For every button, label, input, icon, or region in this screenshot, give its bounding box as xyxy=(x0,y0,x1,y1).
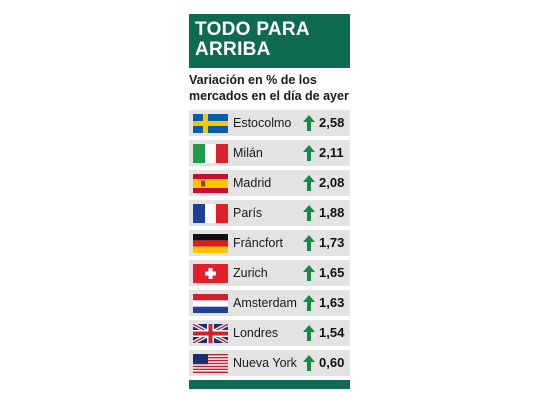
up-arrow-icon xyxy=(303,235,315,256)
up-arrow-icon xyxy=(303,355,315,376)
change-value: 2,11 xyxy=(319,145,344,160)
market-name: Fráncfort xyxy=(233,236,284,250)
up-arrow-icon xyxy=(303,325,315,346)
market-name: Madrid xyxy=(233,176,272,190)
market-name: Nueva York xyxy=(233,356,297,370)
market-name: Londres xyxy=(233,326,279,340)
market-name: Amsterdam xyxy=(233,296,297,310)
france-flag-icon xyxy=(193,204,228,223)
change-value: 1,73 xyxy=(319,235,345,250)
table-row: Amsterdam 1,63 xyxy=(189,290,350,316)
change-value: 2,58 xyxy=(319,115,345,130)
markets-panel: TODO PARA ARRIBA Variación en % de los m… xyxy=(189,14,350,390)
up-arrow-icon xyxy=(303,175,315,196)
header-banner: TODO PARA ARRIBA xyxy=(189,14,350,68)
up-arrow-icon xyxy=(303,145,315,166)
up-arrow-icon xyxy=(303,295,315,316)
up-arrow-icon xyxy=(303,115,315,136)
page-title: TODO PARA ARRIBA xyxy=(195,19,310,60)
chart-subtitle: Variación en % de los mercados en el día… xyxy=(189,73,349,103)
table-row: Londres 1,54 xyxy=(189,320,350,346)
change-value: 1,88 xyxy=(319,205,345,220)
switzerland-flag-icon xyxy=(193,264,228,283)
usa-flag-icon xyxy=(193,354,228,373)
germany-flag-icon xyxy=(193,234,228,253)
uk-flag-icon xyxy=(193,324,228,343)
market-name: Milán xyxy=(233,146,263,160)
market-name: París xyxy=(233,206,263,220)
spain-flag-icon xyxy=(193,174,228,193)
change-value: 1,63 xyxy=(319,295,345,310)
table-row: Nueva York 0,60 xyxy=(189,350,350,376)
table-row: Fráncfort 1,73 xyxy=(189,230,350,256)
up-arrow-icon xyxy=(303,265,315,286)
table-row: Madrid 2,08 xyxy=(189,170,350,196)
market-name: Estocolmo xyxy=(233,116,292,130)
table-row: París 1,88 xyxy=(189,200,350,226)
table-row: Estocolmo 2,58 xyxy=(189,110,350,136)
netherlands-flag-icon xyxy=(193,294,228,313)
footer-bar xyxy=(189,380,350,389)
table-row: Zurich 1,65 xyxy=(189,260,350,286)
change-value: 0,60 xyxy=(319,355,345,370)
up-arrow-icon xyxy=(303,205,315,226)
table-row: Milán 2,11 xyxy=(189,140,350,166)
change-value: 2,08 xyxy=(319,175,345,190)
market-name: Zurich xyxy=(233,266,268,280)
sweden-flag-icon xyxy=(193,114,228,133)
italy-flag-icon xyxy=(193,144,228,163)
change-value: 1,54 xyxy=(319,325,345,340)
change-value: 1,65 xyxy=(319,265,345,280)
